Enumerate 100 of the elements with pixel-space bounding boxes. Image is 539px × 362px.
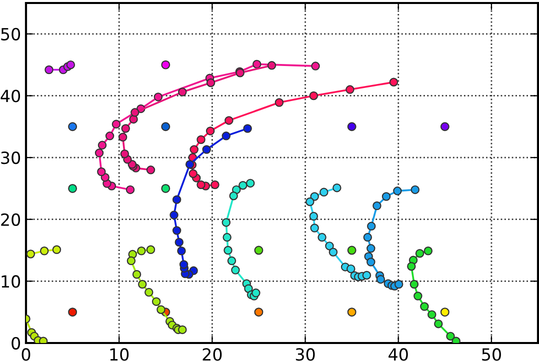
point (366, 244, 376, 253)
point (252, 288, 260, 298)
point (196, 135, 206, 144)
point (94, 148, 104, 158)
point (224, 246, 232, 255)
point (105, 132, 114, 140)
point (172, 195, 182, 204)
point (393, 186, 402, 196)
point (318, 232, 326, 242)
point (97, 167, 106, 176)
point (267, 61, 276, 70)
point (222, 232, 232, 242)
point (227, 256, 236, 266)
point (154, 92, 163, 102)
point (130, 108, 140, 117)
x-tick-label: 10 (110, 348, 129, 361)
point (376, 274, 386, 284)
point (179, 260, 188, 269)
point (382, 192, 391, 201)
point (446, 332, 455, 341)
point (407, 262, 416, 271)
point (366, 258, 376, 266)
point (366, 222, 376, 231)
point (152, 297, 161, 306)
x-tick-label: 40 (388, 348, 408, 361)
point (309, 212, 318, 221)
point (170, 210, 178, 220)
point (178, 325, 187, 334)
point (118, 132, 128, 142)
point (424, 246, 433, 256)
point (415, 248, 424, 258)
point (222, 218, 231, 227)
point (410, 280, 419, 289)
point (121, 124, 130, 133)
point (389, 78, 398, 86)
point (309, 91, 318, 100)
point (52, 245, 62, 254)
point (414, 292, 422, 300)
point (394, 280, 404, 289)
y-tick-label: 30 (1, 152, 20, 164)
point (177, 246, 186, 256)
y-tick-label: 10 (2, 275, 20, 288)
point (137, 246, 146, 256)
x-tick-label: 50 (482, 348, 501, 361)
point (222, 132, 231, 140)
point (320, 188, 328, 197)
point (274, 98, 284, 107)
point (146, 166, 156, 174)
point (252, 60, 262, 69)
point (238, 180, 248, 190)
y-tick-label: 20 (1, 213, 20, 226)
point (306, 197, 314, 206)
point (243, 124, 252, 133)
point (229, 192, 238, 200)
point (185, 160, 194, 169)
point (172, 226, 182, 235)
point (132, 270, 142, 279)
point (332, 183, 342, 192)
point (325, 242, 334, 250)
point (156, 305, 166, 314)
y-tick-label: 50 (1, 28, 20, 40)
point (206, 126, 215, 136)
point (210, 180, 220, 190)
point (410, 185, 420, 194)
point (126, 185, 135, 194)
point (44, 65, 54, 74)
point (120, 149, 130, 158)
point (372, 201, 382, 210)
point (206, 78, 216, 88)
point (434, 319, 443, 328)
point (138, 280, 147, 289)
point (146, 245, 156, 254)
y-tick-label: 0 (12, 336, 20, 350)
point (126, 256, 136, 266)
point (363, 232, 372, 242)
point (420, 302, 429, 311)
point (224, 116, 234, 125)
x-tick-label: 30 (296, 348, 315, 361)
point (188, 169, 198, 178)
point (346, 85, 354, 94)
point (362, 270, 372, 280)
point (231, 266, 240, 274)
point (310, 224, 319, 232)
point (452, 336, 460, 343)
point (26, 250, 36, 258)
point (202, 145, 211, 154)
point (178, 88, 187, 96)
point (346, 264, 356, 274)
y-tick-label: 40 (0, 90, 20, 102)
point (174, 238, 184, 247)
point (196, 180, 206, 190)
point (190, 145, 198, 154)
point (112, 120, 121, 129)
point (98, 140, 107, 150)
point (328, 248, 338, 256)
point (246, 178, 255, 188)
x-tick-label: 20 (202, 348, 222, 361)
point (40, 246, 49, 256)
point (144, 288, 154, 297)
point (66, 60, 76, 70)
